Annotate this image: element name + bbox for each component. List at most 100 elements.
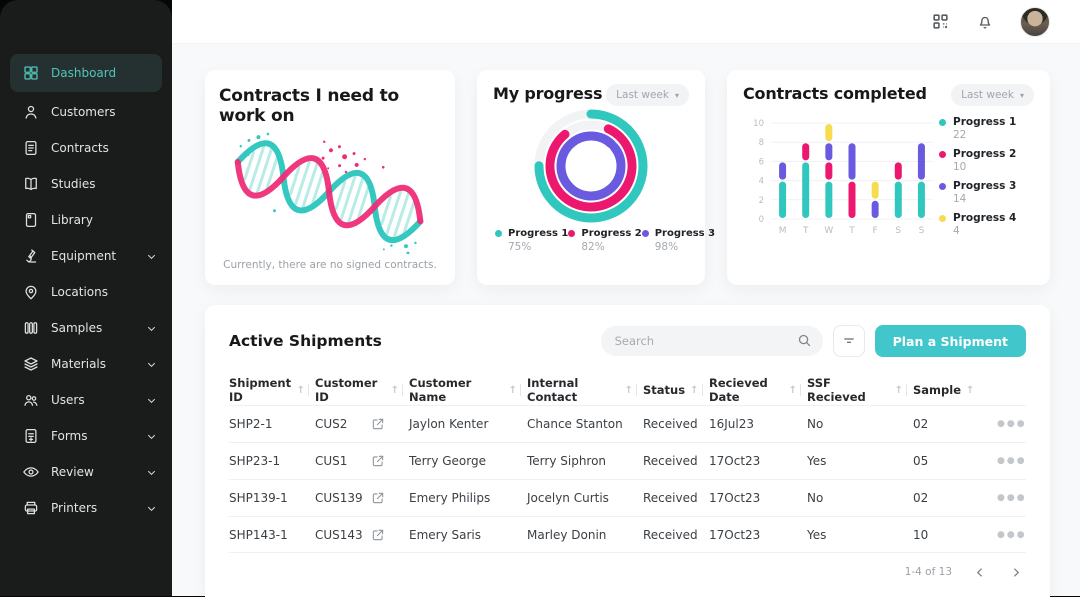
row-actions-button[interactable]: ●●● [997,456,1027,466]
sidebar-item-studies[interactable]: Studies [0,166,172,202]
contracts-completed-title: Contracts completed [743,84,927,103]
book-icon [22,211,40,229]
cell-customer-id: CUS143 [315,528,409,542]
cell-status: Received [643,417,698,431]
table-body: SHP2-1 CUS2 Jaylon Kenter Chance Stanton Rec… [229,405,1026,553]
sidebar-item-printers[interactable]: Printers [0,490,172,526]
sidebar-item-equipment[interactable]: Equipment [0,238,172,274]
content: Contracts I need to work on [172,44,1080,597]
cell-internal-contact: Marley Donin [527,527,607,542]
table-row[interactable]: SHP139-1 CUS139 Emery Philips Jocelyn Curti… [229,479,1026,516]
legend-value: 10 [953,161,967,173]
cell-ssf-received: Yes [807,527,827,542]
column-header-status[interactable]: Status ↑ [643,383,709,397]
completed-period-dropdown[interactable]: Last week ▾ [951,84,1034,106]
sidebar-item-review[interactable]: Review [0,454,172,490]
legend-label: Progress 2 [953,148,1017,160]
cell-shipment-id: SHP2-1 [229,417,273,431]
sidebar-item-materials[interactable]: Materials [0,346,172,382]
legend-item: Progress 2 10 [939,148,1035,173]
sidebar-item-label: Review [51,465,94,479]
contracts-completed-card: Contracts completed Last week ▾ 0 2 4 6 8 10 M… [727,70,1050,285]
table-row[interactable]: SHP2-1 CUS2 Jaylon Kenter Chance Stanton Rec… [229,405,1026,442]
chevron-down-icon: ▾ [1019,90,1024,100]
column-header-internal-contact[interactable]: Internal Contact ↑ [527,376,643,404]
sidebar-item-dashboard[interactable]: Dashboard [10,54,162,92]
chevron-left-icon[interactable] [974,566,987,579]
open-book-icon [22,175,40,193]
legend-label: Progress 1 [953,116,1017,128]
legend-dot [568,230,576,237]
column-divider [520,384,521,396]
sidebar-item-label: Equipment [51,249,117,263]
cell-ssf-received: No [807,491,824,505]
legend-item: Progress 2 82% [568,228,642,253]
table-header-row: Shipment ID ↑ Customer ID ↑ Customer Name ↑ In… [229,375,1026,405]
bell-icon[interactable] [976,13,994,31]
sidebar-item-locations[interactable]: Locations [0,274,172,310]
topbar [172,0,1080,44]
chevron-down-icon [145,502,158,515]
external-link-icon[interactable] [371,454,385,468]
legend-value: 4 [953,225,960,237]
svg-text:8: 8 [759,138,764,148]
column-header-ssf-recieved[interactable]: SSF Recieved ↑ [807,376,913,404]
column-header-customer-id[interactable]: Customer ID ↑ [315,376,409,404]
sort-arrow-icon: ↑ [966,384,975,396]
external-link-icon[interactable] [371,491,385,505]
legend-item: Progress 1 22 [939,116,1035,141]
row-actions-button[interactable]: ●●● [997,493,1027,503]
cell-received-date: 17Oct23 [709,527,761,542]
column-divider [402,384,403,396]
cell-ssf-received: No [807,417,824,431]
chevron-right-icon[interactable] [1009,566,1022,579]
legend-dot [939,182,946,190]
external-link-icon[interactable] [371,528,385,542]
sidebar-item-contracts[interactable]: Contracts [0,130,172,166]
column-header-recieved-date[interactable]: Recieved Date ↑ [709,376,807,404]
external-link-icon[interactable] [371,417,385,431]
sort-arrow-icon: ↑ [690,384,699,396]
cell-sample: 02 [913,491,929,505]
cell-customer-name: Emery Philips [409,491,491,505]
test-tubes-icon [22,319,40,337]
table-row[interactable]: SHP143-1 CUS143 Emery Saris Marley Donin Rec… [229,516,1026,553]
plan-shipment-button[interactable]: Plan a Shipment [874,325,1026,357]
sort-arrow-icon: ↑ [624,384,633,396]
cell-internal-contact: Jocelyn Curtis [527,491,609,505]
sidebar-item-label: Forms [51,429,88,443]
sidebar-item-label: Customers [51,105,116,119]
sidebar-item-users[interactable]: Users [0,382,172,418]
sort-arrow-icon: ↑ [296,384,305,396]
sidebar-item-label: Library [51,213,93,227]
sidebar-item-customers[interactable]: Customers [0,94,172,130]
eye-icon [22,463,40,481]
svg-text:10: 10 [753,119,764,129]
column-header-shipment-id[interactable]: Shipment ID ↑ [229,376,315,404]
shipments-table: Shipment ID ↑ Customer ID ↑ Customer Name ↑ In… [229,375,1026,553]
sidebar-item-samples[interactable]: Samples [0,310,172,346]
cell-customer-name: Jaylon Kenter [409,417,489,431]
progress-period-dropdown[interactable]: Last week ▾ [606,84,689,106]
filter-button[interactable] [832,325,865,357]
user-avatar[interactable] [1020,6,1050,37]
sidebar-item-forms[interactable]: Forms [0,418,172,454]
chevron-down-icon [145,358,158,371]
legend-label: Progress 2 [581,228,642,239]
sidebar-item-library[interactable]: Library [0,202,172,238]
apps-grid-icon[interactable] [931,12,950,31]
search-input[interactable] [600,326,823,356]
printer-icon [22,499,40,517]
table-row[interactable]: SHP23-1 CUS1 Terry George Terry Siphron Rece… [229,442,1026,479]
filter-icon [841,333,857,349]
column-header-customer-name[interactable]: Customer Name ↑ [409,376,527,404]
sort-arrow-icon: ↑ [508,384,517,396]
active-shipments-card: Active Shipments [205,305,1050,597]
legend-value: 82% [581,241,605,253]
column-header-sample[interactable]: Sample ↑ [913,383,997,397]
sidebar-item-label: Samples [51,321,103,335]
row-actions-button[interactable]: ●●● [997,529,1027,540]
column-divider [702,384,703,396]
row-actions-button[interactable]: ●●● [997,419,1027,429]
svg-text:6: 6 [759,157,764,167]
